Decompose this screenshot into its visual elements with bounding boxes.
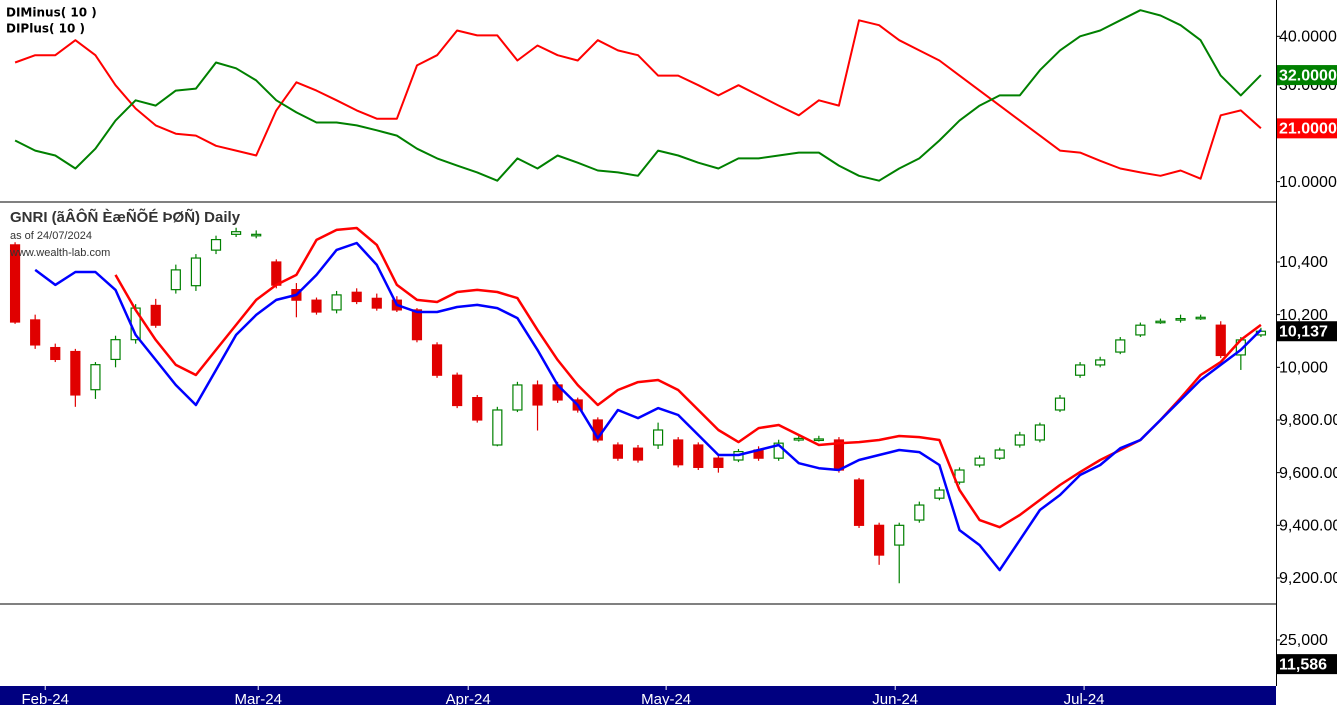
candle-body (150, 304, 161, 326)
chart-source: www.wealth-lab.com (9, 247, 110, 259)
di-pane (14, 9, 1262, 182)
candle-body (190, 257, 202, 287)
candle-body (974, 457, 985, 466)
candle-body (512, 384, 523, 411)
candle-body (1074, 364, 1086, 376)
candle-body (492, 409, 503, 446)
candle-body (874, 524, 885, 556)
candle-body (1115, 339, 1126, 353)
chart-title: GNRI (ãÂÔÑ ÈæÑÕÉ ÞØÑ) Daily (10, 208, 241, 226)
candle-body (994, 449, 1005, 459)
candle-body (934, 489, 945, 499)
candle-body (251, 233, 262, 237)
price-pane (9, 226, 1267, 584)
candle-body (371, 297, 382, 309)
y-tick-label: 9,200.00 (1279, 570, 1337, 587)
x-tick-label: Jul-24 (1064, 691, 1105, 705)
candle-body (1215, 324, 1226, 357)
indicator-line (14, 9, 1262, 182)
candle-body (210, 239, 222, 251)
last-value-label: 10,137 (1279, 323, 1328, 340)
candle-body (632, 447, 644, 461)
candle-body (90, 364, 101, 391)
candle-body (853, 479, 865, 526)
candle-body (813, 438, 824, 442)
y-tick-label: 10,200 (1279, 307, 1328, 324)
candle-body (612, 444, 624, 459)
last-value-label: 11,586 (1279, 656, 1327, 673)
candle-body (452, 374, 463, 407)
x-tick-label: Mar-24 (234, 691, 282, 705)
last-value-box (1277, 654, 1337, 675)
x-tick-label: Jun-24 (872, 691, 918, 705)
x-tick-label: Feb-24 (21, 691, 69, 705)
y-tick-label: 10,400 (1279, 254, 1328, 271)
last-value-label: 21.0000 (1279, 121, 1337, 138)
candle-body (1195, 316, 1206, 320)
candle-body (532, 384, 543, 406)
y-tick-label: 10,000 (1279, 360, 1328, 377)
candle-body (1054, 397, 1066, 411)
candle-body (431, 344, 443, 376)
candle-body (1014, 434, 1025, 446)
legend-entry: DIMinus( 10 ) (6, 6, 97, 20)
candle-body (311, 299, 322, 313)
candle-body (894, 524, 905, 546)
candle-body (70, 350, 81, 396)
candle-body (50, 346, 61, 361)
y-tick-label: 40.0000 (1279, 29, 1337, 46)
date-axis-bar (0, 686, 1276, 705)
candle-body (793, 437, 804, 441)
candle-body (1155, 320, 1166, 324)
indicator-line (34, 241, 1262, 572)
chart-subtitle: as of 24/07/2024 (10, 230, 92, 242)
candle-body (331, 294, 342, 311)
last-value-box (1277, 65, 1337, 86)
indicator-line (114, 226, 1262, 529)
candle-body (170, 269, 181, 291)
y-tick-label: 25,000 (1279, 632, 1328, 649)
y-tick-label: 9,800.00 (1279, 412, 1337, 429)
candle-body (9, 244, 21, 323)
candle-body (652, 429, 664, 446)
candle-body (1034, 424, 1045, 441)
x-tick-label: Apr-24 (446, 691, 491, 705)
y-tick-label: 9,600.00 (1279, 465, 1337, 482)
last-value-box (1277, 118, 1337, 139)
y-tick-label: 9,400.00 (1279, 518, 1337, 535)
candle-body (713, 457, 724, 468)
candle-body (1175, 318, 1186, 321)
candle-body (1095, 359, 1106, 366)
x-tick-label: May-24 (641, 691, 691, 705)
candle-body (693, 444, 704, 468)
candle-body (673, 439, 684, 466)
candle-body (30, 319, 41, 346)
candle-body (1135, 324, 1146, 336)
y-tick-label: 10.0000 (1279, 174, 1337, 191)
candle-body (411, 309, 423, 341)
legend-entry: DIPlus( 10 ) (6, 22, 85, 36)
candle-body (110, 339, 121, 361)
candle-body (231, 231, 242, 235)
indicator-line (14, 19, 1262, 180)
candle-body (271, 261, 282, 286)
last-value-box (1277, 321, 1337, 342)
last-value-label: 32.0000 (1279, 67, 1337, 84)
candle-body (914, 504, 925, 521)
candle-body (472, 397, 483, 421)
candle-body (351, 291, 362, 303)
